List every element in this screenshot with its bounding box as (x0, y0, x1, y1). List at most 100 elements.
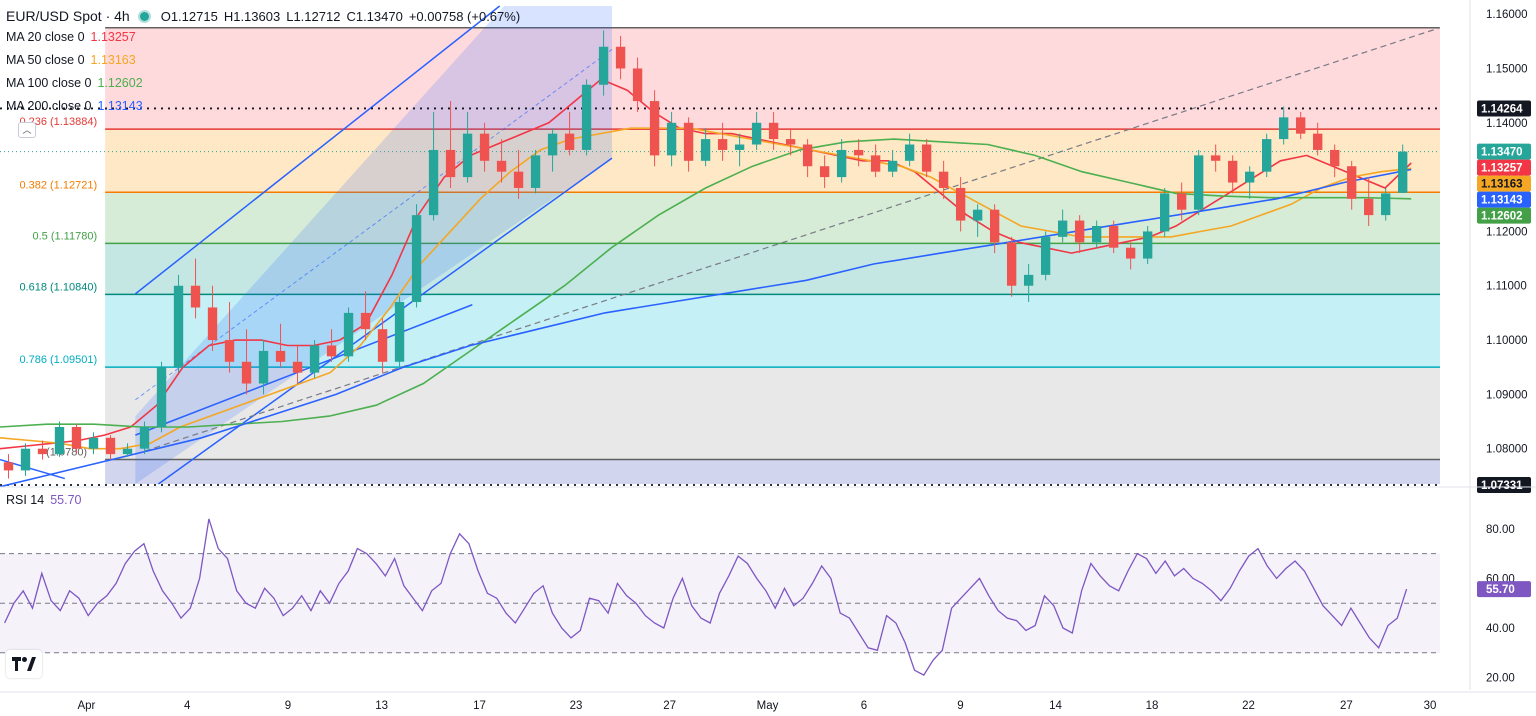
candle-body (785, 139, 796, 145)
candle-body (649, 101, 660, 156)
candle-body (411, 215, 422, 303)
rsi-value: 55.70 (50, 493, 82, 507)
time-tick-label: 9 (285, 700, 291, 712)
ma100-legend[interactable]: MA 100 close 0 1.12602 (6, 76, 143, 90)
candle-body (88, 437, 99, 449)
rsi-legend[interactable]: RSI 14 55.70 (6, 493, 82, 507)
candle-body (1006, 242, 1017, 286)
candle-body (1023, 274, 1034, 286)
axis-badge-1.13143 (1477, 191, 1531, 208)
price-tick-label: 1.09000 (1486, 389, 1528, 401)
time-tick-label: 22 (1242, 700, 1255, 712)
ohlc-open: O1.12715 (160, 8, 218, 24)
candle-body (751, 122, 762, 145)
fib-label-0.382: 0.382 (1.12721) (19, 179, 97, 191)
candle-body (428, 149, 439, 216)
candle-body (139, 426, 150, 449)
candle-body (802, 144, 813, 167)
candle-body (615, 46, 626, 69)
candle-body (717, 139, 728, 150)
ma100-label: MA 100 close 0 (6, 76, 92, 90)
price-tick-label: 1.08000 (1486, 444, 1528, 456)
candle-body (853, 149, 864, 156)
candle-body (207, 307, 218, 341)
channel-fill (135, 6, 613, 484)
tradingview-logo-icon[interactable] (6, 650, 42, 678)
candle-body (819, 166, 830, 178)
ohlc-change: +0.00758 (+0.67%) (408, 8, 521, 24)
axis-badge-1.12602 (1477, 207, 1531, 224)
candle-body (836, 149, 847, 178)
fib-label-0.236: 0.236 (1.13884) (19, 116, 97, 128)
candle-body (1227, 160, 1238, 183)
candle-body (275, 350, 286, 362)
candle-body (904, 144, 915, 161)
fib-label-0.618: 0.618 (1.10840) (19, 281, 97, 293)
candle-body (496, 160, 507, 172)
time-tick-label: 27 (663, 700, 676, 712)
dashed-trendline (135, 27, 1441, 455)
symbol-title[interactable]: EUR/USD Spot · 4h (6, 8, 130, 24)
axis-badge-text: 1.14264 (1481, 103, 1523, 115)
candle-body (360, 312, 371, 330)
candle-body (547, 133, 558, 156)
symbol-header: EUR/USD Spot · 4h O1.12715 H1.13603 L1.1… (6, 6, 526, 26)
candle-body (1296, 117, 1306, 134)
collapse-legend-icon[interactable]: ︿ (18, 122, 36, 138)
candle-body (564, 133, 575, 150)
rsi-axis-badge-text: 55.70 (1486, 584, 1515, 596)
candle-body (241, 361, 252, 384)
candle-body (887, 160, 898, 172)
candle-body (1347, 166, 1357, 199)
ma50-label: MA 50 close 0 (6, 53, 85, 67)
price-tick-label: 1.12000 (1486, 226, 1528, 238)
candle-body (445, 149, 456, 178)
time-tick-label: 6 (861, 700, 867, 712)
rsi-tick-label: 80.00 (1486, 524, 1515, 536)
fib-label-0.786: 0.786 (1.09501) (19, 354, 97, 366)
ohlc-close: C1.13470 (346, 8, 403, 24)
candle-body (1330, 149, 1340, 167)
time-tick-label: 18 (1146, 700, 1159, 712)
ma200-legend[interactable]: MA 200 close 0 1.13143 (6, 99, 143, 113)
candle-body (870, 155, 881, 172)
ohlc-high: H1.13603 (223, 8, 281, 24)
candle-body (1313, 133, 1323, 150)
candle-body (71, 426, 82, 449)
candle-body (1176, 193, 1187, 210)
candle-body (377, 329, 388, 362)
candle-body (1040, 236, 1051, 275)
fib-zone-1 (105, 367, 1441, 460)
ma20-legend[interactable]: MA 20 close 0 1.13257 (6, 30, 136, 44)
candle-body (479, 133, 490, 161)
time-tick-label: 13 (375, 700, 388, 712)
axis-badge-1.13257 (1477, 159, 1531, 176)
candle-body (666, 122, 677, 156)
fib-label-0.5: 0.5 (1.11780) (32, 230, 97, 242)
channel-lower-line (157, 157, 613, 485)
axis-badge-text: 1.13470 (1481, 147, 1523, 159)
candle-body (224, 340, 235, 362)
candle-body (683, 122, 694, 161)
axis-badge-text: 1.13257 (1481, 163, 1523, 175)
time-tick-label: May (757, 700, 779, 712)
ma200-label: MA 200 close 0 (6, 99, 92, 113)
axis-badge-text: 1.12602 (1481, 211, 1523, 223)
candle-body (972, 209, 983, 221)
rsi-line (4, 518, 1408, 676)
ma50-legend[interactable]: MA 50 close 0 1.13163 (6, 53, 136, 67)
candle-body (700, 139, 711, 161)
candle-body (20, 448, 31, 471)
fib-zone-base (105, 459, 1441, 484)
time-tick-label: 14 (1049, 700, 1062, 712)
ma20-value: 1.13257 (90, 30, 136, 44)
rsi-tick-label: 20.00 (1486, 673, 1515, 685)
candle-body (394, 302, 405, 362)
candle-body (37, 448, 48, 455)
candle-body (989, 209, 1000, 243)
candle-body (1142, 231, 1153, 259)
price-tick-label: 1.15000 (1486, 63, 1528, 75)
axis-badge-1.07331 (1477, 477, 1531, 494)
ma100-value: 1.12602 (97, 76, 143, 90)
